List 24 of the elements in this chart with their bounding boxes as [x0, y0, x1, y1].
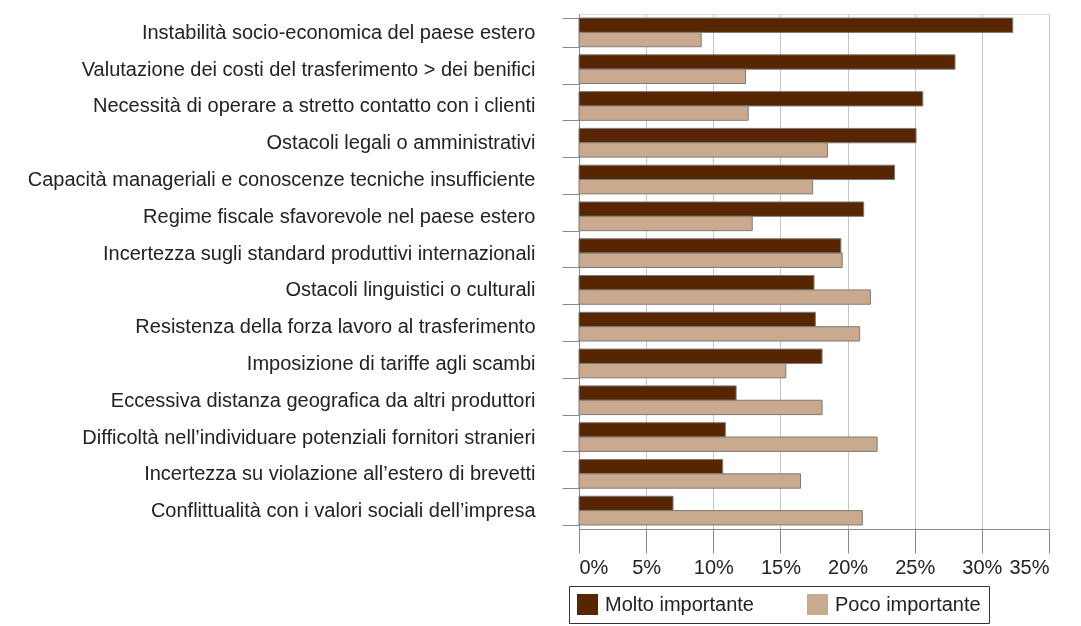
y-tick-label: Instabilità socio-economica del paese estero — [141, 20, 536, 43]
x-tick-label: 10% — [693, 555, 735, 578]
legend-label: Molto importante — [605, 592, 754, 615]
y-tick-label: Ostacoli linguistici o culturali — [285, 278, 536, 301]
y-tick-label: Imposizione di tariffe agli scambi — [246, 351, 536, 374]
x-tick-label: 0% — [579, 555, 609, 578]
y-tick-label: Incertezza sugli standard produttivi internazionali — [103, 241, 536, 264]
y-tick-label: Valutazione dei costi del trasferimento > dei benifici — [81, 57, 536, 80]
y-tick-label: Eccessiva distanza geografica da altri produttori — [110, 388, 536, 411]
x-tick-label: 25% — [895, 555, 936, 578]
y-tick-label: Capacità manageriali e conoscenze tecniche insufficiente — [27, 168, 536, 191]
x-tick-label: 35% — [1009, 555, 1050, 578]
y-tick-label: Necessità di operare a stretto contatto con i clienti — [93, 94, 536, 117]
y-tick-label: Ostacoli legali o amministrativi — [266, 131, 536, 154]
y-tick-label: Difficoltà nell’individuare potenziali fornitori stranieri — [82, 425, 536, 448]
x-tick-label: 15% — [760, 555, 802, 578]
x-tick-label: 20% — [828, 555, 869, 578]
x-tick-label: 30% — [962, 555, 1003, 578]
y-tick-label: Resistenza della forza lavoro al trasferimento — [135, 315, 536, 338]
y-tick-label: Conflittualità con i valori sociali dell’impresa — [150, 499, 537, 522]
y-tick-label: Regime fiscale sfavorevole nel paese estero — [143, 204, 536, 227]
x-tick-label: 5% — [632, 555, 662, 578]
legend-label: Poco importante — [835, 592, 981, 615]
y-tick-label: Incertezza su violazione all’estero di brevetti — [144, 462, 536, 485]
